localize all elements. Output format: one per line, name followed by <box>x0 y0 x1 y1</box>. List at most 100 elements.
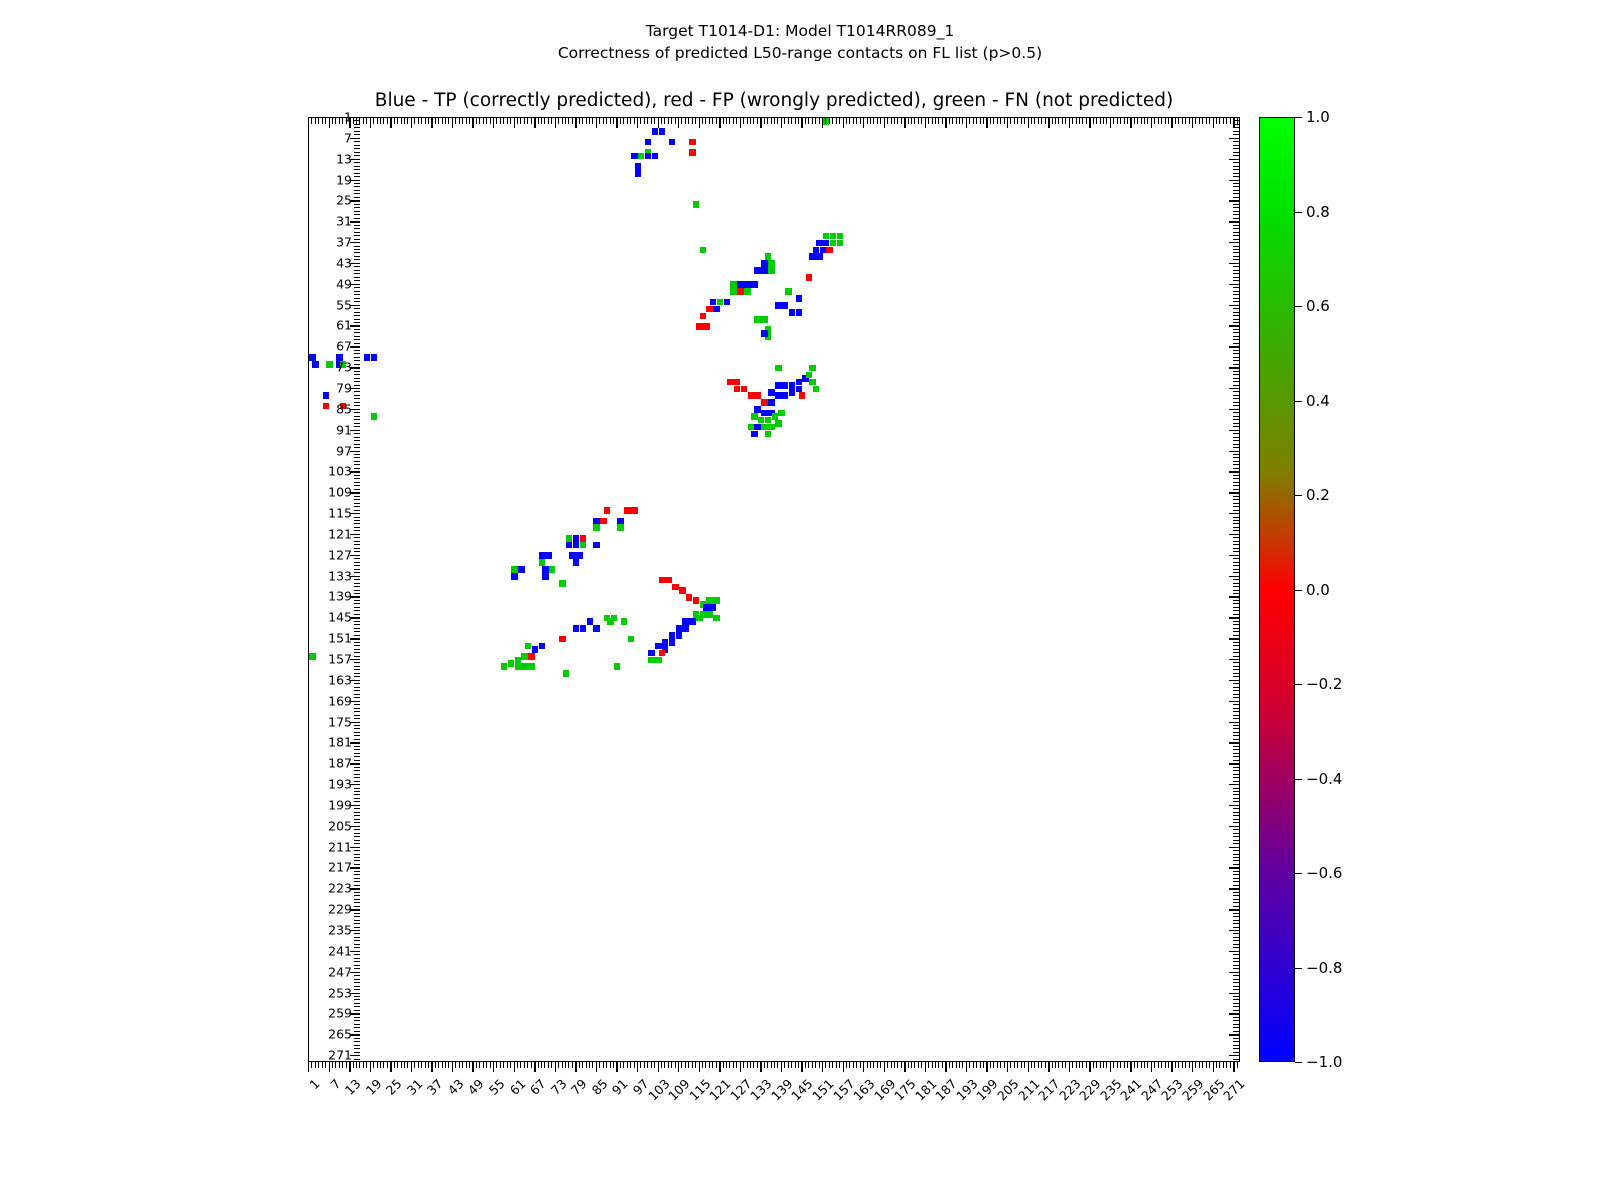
y-tick-minor <box>354 176 360 178</box>
contact-cell <box>713 614 720 622</box>
x-tick-minor <box>712 1062 714 1068</box>
top-tick <box>924 118 927 128</box>
top-tick <box>726 118 728 124</box>
right-tick <box>1233 374 1239 376</box>
right-tick <box>1229 513 1239 515</box>
x-tick-major <box>328 1062 330 1072</box>
top-tick <box>811 118 813 124</box>
y-tick-minor <box>354 843 360 845</box>
x-tick-label: 43 <box>444 1076 467 1098</box>
top-tick <box>849 118 851 124</box>
y-tick-major <box>350 1013 360 1015</box>
right-tick <box>1233 245 1239 247</box>
x-tick-minor <box>482 1062 484 1068</box>
y-tick-minor <box>354 975 360 977</box>
colorbar-tick <box>1295 211 1302 213</box>
top-tick <box>373 118 375 124</box>
contact-cell <box>565 534 573 542</box>
y-tick-minor <box>354 530 360 532</box>
top-tick <box>1054 118 1056 124</box>
right-tick <box>1229 367 1239 369</box>
x-tick-label: 25 <box>382 1076 405 1098</box>
right-tick <box>1233 176 1239 178</box>
x-tick-minor <box>1126 1062 1128 1068</box>
y-tick-minor <box>354 877 360 879</box>
contact-cell <box>634 163 641 170</box>
x-tick-minor <box>1181 1062 1183 1068</box>
contact-cell <box>706 597 713 605</box>
y-tick-minor <box>354 339 360 341</box>
y-tick-minor <box>354 801 360 803</box>
top-tick <box>407 118 409 124</box>
y-tick-minor <box>354 377 360 379</box>
right-tick <box>1233 572 1239 574</box>
contact-cell <box>816 253 823 261</box>
right-tick <box>1233 495 1239 497</box>
x-tick-minor <box>938 1062 940 1068</box>
top-tick <box>616 118 618 128</box>
right-tick <box>1233 520 1239 521</box>
y-tick-minor <box>354 999 360 1001</box>
y-tick-minor <box>354 964 360 966</box>
contact-cell <box>723 298 731 306</box>
right-tick <box>1229 971 1239 974</box>
colorbar-tick-label: 0.8 <box>1306 202 1330 221</box>
x-tick-minor <box>541 1062 542 1068</box>
top-tick <box>345 118 347 124</box>
x-tick-minor <box>1051 1062 1053 1068</box>
top-tick <box>1034 118 1036 124</box>
top-tick <box>410 118 413 128</box>
contact-map-plot[interactable] <box>308 117 1240 1062</box>
x-tick-minor <box>633 1062 635 1068</box>
right-tick <box>1233 502 1239 504</box>
contact-cell <box>740 385 748 393</box>
top-tick <box>1109 118 1112 128</box>
right-tick <box>1233 815 1239 817</box>
x-tick-minor <box>1034 1062 1036 1068</box>
contact-cell <box>826 246 833 254</box>
x-tick-major <box>308 1062 310 1072</box>
x-tick-minor <box>630 1062 632 1068</box>
x-tick-minor <box>602 1062 604 1068</box>
x-tick-major <box>821 1062 824 1072</box>
top-tick <box>825 118 827 124</box>
x-tick-label: 73 <box>547 1076 570 1098</box>
x-tick-major <box>842 1062 844 1072</box>
contact-cell <box>624 507 631 514</box>
contact-cell <box>747 392 755 400</box>
top-tick <box>506 118 508 124</box>
right-tick <box>1233 464 1239 466</box>
right-tick <box>1233 829 1239 831</box>
top-tick <box>355 118 357 124</box>
right-tick <box>1233 669 1239 671</box>
contact-cell <box>812 385 820 393</box>
top-tick <box>1216 118 1217 124</box>
x-tick-major <box>986 1062 988 1072</box>
top-tick <box>349 118 351 128</box>
contact-cell <box>809 378 816 386</box>
contact-cell <box>795 378 803 386</box>
right-tick <box>1229 992 1239 994</box>
top-tick <box>859 118 861 124</box>
right-tick <box>1233 634 1239 636</box>
x-tick-minor <box>684 1062 686 1068</box>
x-tick-major <box>1212 1062 1214 1072</box>
x-tick-minor <box>393 1062 395 1068</box>
x-tick-minor <box>1120 1062 1122 1068</box>
right-tick <box>1233 936 1239 938</box>
right-tick <box>1233 269 1239 271</box>
right-tick <box>1229 950 1239 953</box>
x-tick-minor <box>732 1062 734 1068</box>
x-tick-minor <box>1044 1062 1046 1068</box>
x-tick-minor <box>561 1062 563 1068</box>
right-tick <box>1233 203 1239 205</box>
right-tick <box>1233 923 1239 925</box>
y-tick-label: 67 <box>336 338 352 354</box>
top-tick <box>835 118 837 124</box>
top-tick <box>441 118 443 124</box>
right-tick <box>1233 499 1239 501</box>
x-tick-minor <box>568 1062 570 1068</box>
top-tick <box>715 118 717 124</box>
top-tick <box>866 118 868 124</box>
y-tick-minor <box>354 655 360 657</box>
